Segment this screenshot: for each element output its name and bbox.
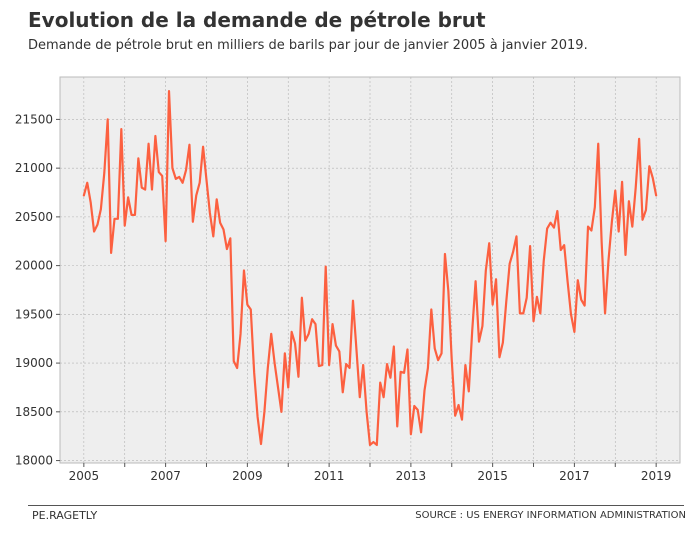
axes: 18000 18500 19000 19500 20000 20500 21000 21500… bbox=[15, 112, 672, 483]
chart-subtitle: Demande de pétrole brut en milliers de b… bbox=[28, 38, 588, 53]
y-tick-label: 18000 bbox=[15, 454, 53, 468]
chart-title: Evolution de la demande de pétrole brut bbox=[28, 8, 486, 32]
x-tick-label: 2005 bbox=[69, 469, 100, 483]
series-group bbox=[82, 90, 658, 447]
x-tick-label: 2009 bbox=[232, 469, 263, 483]
x-tick-label: 2011 bbox=[314, 469, 345, 483]
x-tick-label: 2017 bbox=[559, 469, 590, 483]
y-tick-label: 20500 bbox=[15, 210, 53, 224]
x-tick-label: 2007 bbox=[150, 469, 181, 483]
y-tick-label: 21500 bbox=[15, 112, 53, 126]
line-chart: 18000 18500 19000 19500 20000 20500 21000 21500… bbox=[15, 76, 681, 483]
x-tick-label: 2013 bbox=[396, 469, 427, 483]
series-line bbox=[82, 90, 658, 447]
y-tick-label: 18500 bbox=[15, 405, 53, 419]
x-tick-label: 2019 bbox=[641, 469, 672, 483]
footer-author: PE.RAGETLY bbox=[32, 509, 98, 522]
footer-source: SOURCE : US ENERGY INFORMATION ADMINISTR… bbox=[415, 510, 686, 521]
y-tick-label: 19000 bbox=[15, 356, 53, 370]
footer-divider bbox=[28, 505, 684, 506]
y-tick-label: 21000 bbox=[15, 161, 53, 175]
grid-lines bbox=[60, 77, 680, 463]
x-tick-label: 2015 bbox=[477, 469, 508, 483]
y-tick-label: 20000 bbox=[15, 259, 53, 273]
y-tick-label: 19500 bbox=[15, 307, 53, 321]
